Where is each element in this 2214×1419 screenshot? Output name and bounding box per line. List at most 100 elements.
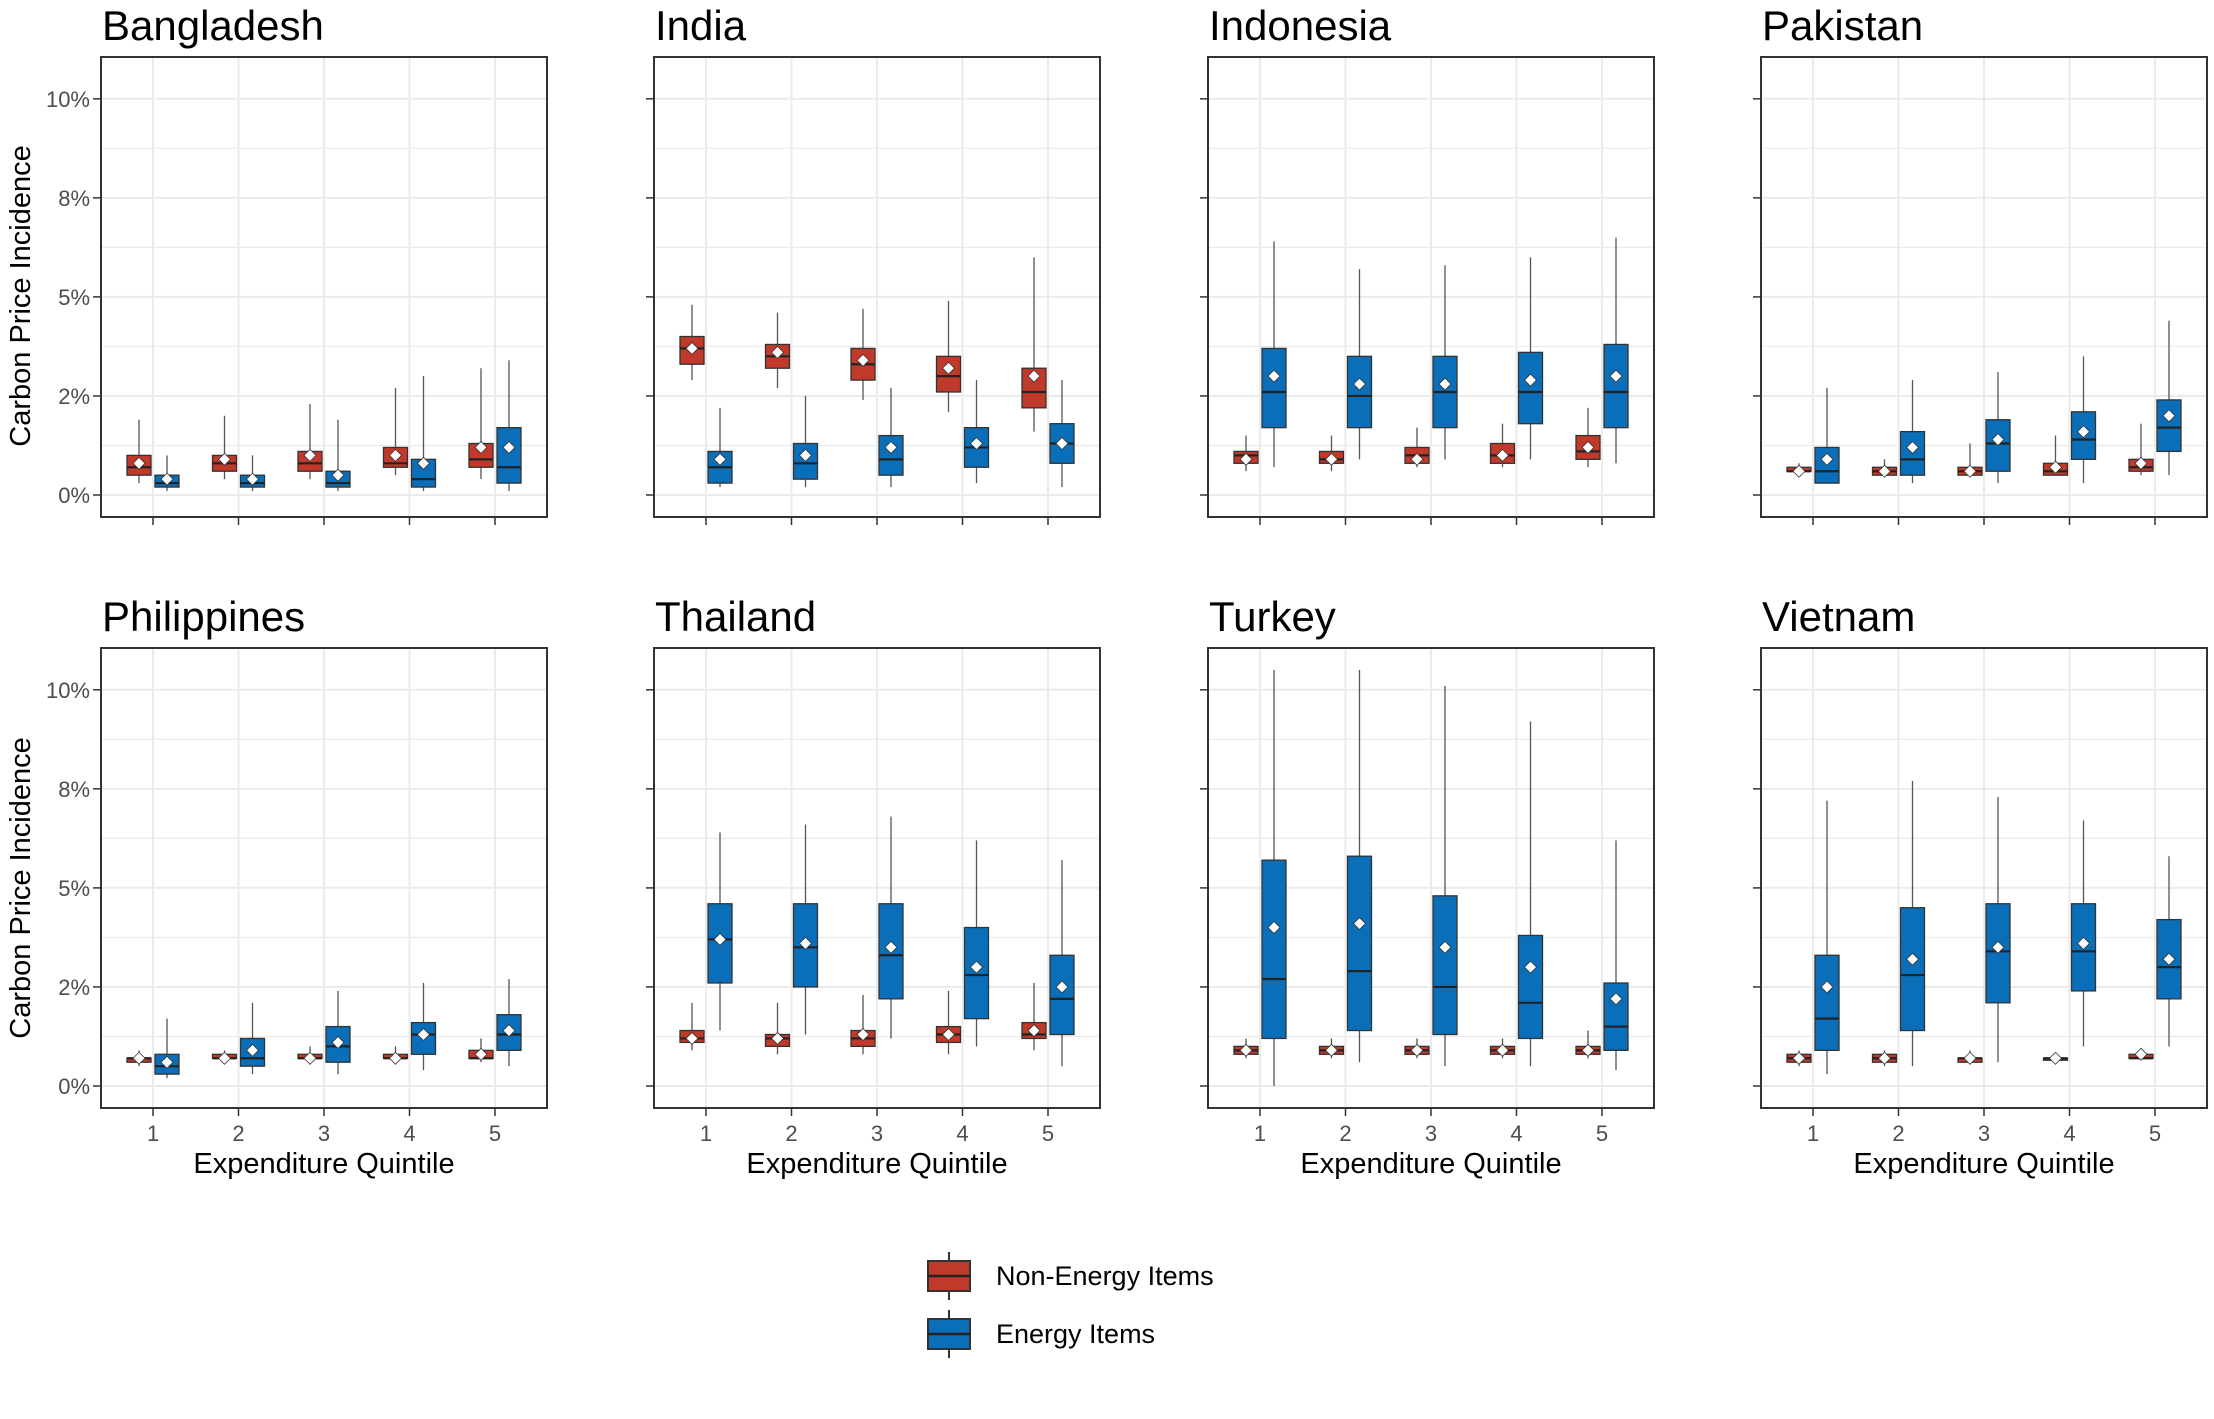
- box-mean-marker: [1820, 452, 1834, 466]
- box-mean-marker: [1495, 448, 1510, 462]
- box-energy-q4: [410, 376, 437, 492]
- box-non-energy-q2: [1871, 459, 1898, 478]
- box-mean-marker: [132, 1051, 146, 1065]
- x-tick-label: 4: [403, 1121, 415, 1146]
- box-energy-q3: [325, 990, 351, 1075]
- box-mean-marker: [1239, 1043, 1253, 1057]
- x-tick-label: 2: [1892, 1121, 1904, 1146]
- box-mean-marker: [798, 448, 813, 462]
- box-mean-marker: [1905, 952, 1920, 966]
- x-tick-label: 3: [871, 1121, 883, 1146]
- box-non-energy-q5: [1021, 982, 1047, 1051]
- box-mean-marker: [969, 436, 984, 451]
- box-iqr: [1261, 859, 1287, 1040]
- x-tick-label: 2: [232, 1121, 244, 1146]
- box-mean-marker: [1877, 1051, 1892, 1065]
- box-mean-marker: [1352, 916, 1367, 931]
- box-mean-marker: [1438, 940, 1452, 954]
- x-tick-label: 5: [2149, 1121, 2161, 1146]
- box-non-energy-q5: [468, 368, 494, 480]
- x-tick-label: 1: [700, 1121, 712, 1146]
- panel-indonesia: Indonesia: [1200, 2, 1655, 525]
- box-mean-marker: [1609, 369, 1623, 383]
- box-energy-q4: [963, 840, 990, 1047]
- box-mean-marker: [798, 936, 813, 950]
- legend-label-non-energy: Non-Energy Items: [996, 1261, 1214, 1291]
- panel-title: Indonesia: [1209, 2, 1392, 49]
- legend-item-non-energy: Non-Energy Items: [927, 1252, 1214, 1300]
- box-non-energy-q2: [764, 312, 791, 389]
- panel-philippines: Philippines 0% 2% 5% 8% 10% 1 2 3 4 5 Expenditure Q…: [46, 593, 548, 1180]
- box-non-energy-q1: [679, 1002, 705, 1051]
- box-mean-marker: [303, 1051, 317, 1065]
- box-non-energy-q4: [1489, 423, 1516, 468]
- box-mean-marker: [770, 1031, 785, 1046]
- box-mean-marker: [1581, 440, 1595, 455]
- x-tick-label: 1: [1807, 1121, 1819, 1146]
- box-iqr: [1346, 355, 1373, 429]
- box-non-energy-q4: [935, 300, 962, 412]
- box-non-energy-q3: [297, 403, 323, 480]
- panel-bangladesh: Bangladesh 0% 2% 5% 8% 10%: [46, 2, 548, 525]
- box-mean-marker: [388, 1051, 403, 1065]
- panel-vietnam: Vietnam 1 2 3 4 5 Expenditure Quintile: [1753, 593, 2208, 1180]
- box-non-energy-q4: [382, 1046, 409, 1065]
- box-iqr: [2156, 918, 2182, 1000]
- box-mean-marker: [1027, 369, 1041, 383]
- box-mean-marker: [713, 452, 727, 466]
- y-tick-label: 8%: [58, 777, 90, 802]
- box-energy-q1: [1814, 800, 1840, 1075]
- box-non-energy-q3: [1957, 443, 1983, 478]
- box-energy-q2: [1346, 269, 1373, 460]
- box-mean-marker: [1324, 452, 1339, 466]
- box-mean-marker: [941, 361, 956, 375]
- box-energy-q5: [496, 979, 522, 1067]
- box-non-energy-q4: [382, 388, 409, 476]
- x-tick-label: 5: [489, 1121, 501, 1146]
- panel-title: Pakistan: [1762, 2, 1923, 49]
- box-energy-q5: [496, 360, 522, 492]
- box-mean-marker: [856, 353, 870, 367]
- box-mean-marker: [1792, 1051, 1806, 1065]
- y-tick-label: 0%: [58, 1074, 90, 1099]
- box-energy-q3: [1985, 372, 2011, 484]
- box-energy-q5: [2156, 856, 2182, 1047]
- x-tick-label: 1: [1254, 1121, 1266, 1146]
- box-non-energy-q2: [1318, 1038, 1345, 1059]
- box-energy-q4: [2070, 820, 2097, 1047]
- box-mean-marker: [2162, 409, 2176, 423]
- y-axis-label-bottom: Carbon Price Incidence: [5, 737, 37, 1038]
- box-energy-q3: [1432, 265, 1458, 460]
- box-mean-marker: [1963, 1051, 1977, 1065]
- x-tick-label: 3: [318, 1121, 330, 1146]
- x-tick-label: 4: [956, 1121, 968, 1146]
- box-non-energy-q4: [2042, 1051, 2069, 1065]
- y-tick-label: 8%: [58, 186, 90, 211]
- box-mean-marker: [969, 960, 984, 974]
- box-energy-q1: [1261, 241, 1287, 468]
- box-mean-marker: [1438, 377, 1452, 391]
- box-energy-q5: [1603, 840, 1629, 1071]
- box-energy-q5: [1603, 237, 1629, 464]
- box-energy-q2: [792, 824, 819, 1035]
- y-tick-label: 10%: [46, 678, 90, 703]
- box-non-energy-q5: [1021, 257, 1047, 432]
- box-non-energy-q5: [1575, 1030, 1601, 1059]
- box-mean-marker: [416, 456, 431, 470]
- box-non-energy-q2: [211, 1050, 238, 1065]
- box-non-energy-q1: [679, 304, 705, 381]
- box-non-energy-q4: [1489, 1038, 1516, 1059]
- x-tick-label: 1: [147, 1121, 159, 1146]
- box-energy-q5: [1049, 380, 1075, 488]
- x-tick-label: 3: [1978, 1121, 1990, 1146]
- box-non-energy-q4: [2042, 435, 2069, 476]
- box-iqr: [1814, 954, 1840, 1051]
- box-mean-marker: [1324, 1043, 1339, 1057]
- box-non-energy-q1: [1233, 1038, 1259, 1059]
- box-mean-marker: [331, 468, 345, 482]
- box-mean-marker: [245, 472, 260, 486]
- x-tick-label: 4: [2063, 1121, 2075, 1146]
- box-mean-marker: [1877, 464, 1892, 478]
- box-iqr: [1261, 347, 1287, 429]
- box-energy-q1: [154, 1018, 180, 1079]
